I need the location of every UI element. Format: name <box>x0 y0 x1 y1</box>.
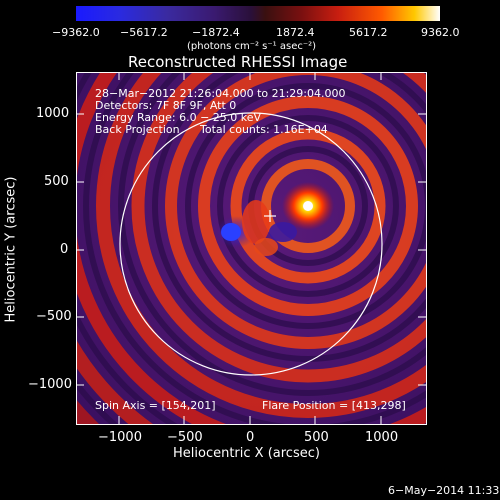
colorbar-tick: 9362.0 <box>421 26 460 39</box>
y-axis-label: Heliocentric Y (arcsec) <box>3 176 19 323</box>
x-tick-label: 1000 <box>365 430 399 445</box>
x-tick-label: 500 <box>304 430 329 445</box>
rhessi-image <box>76 72 426 424</box>
x-tick-label: −500 <box>167 430 203 445</box>
info-method: Back Projection <box>95 123 180 136</box>
colorbar-tick: −1872.4 <box>192 26 240 39</box>
y-tick-label: −500 <box>36 309 72 324</box>
y-tick-label: 0 <box>60 242 69 257</box>
x-axis-label: Heliocentric X (arcsec) <box>173 446 320 461</box>
info-energy: Energy Range: 6.0 − 25.0 keV <box>95 111 262 124</box>
info-time: 28−Mar−2012 21:26:04.000 to 21:29:04.000 <box>95 87 346 100</box>
colorbar <box>76 6 440 21</box>
x-tick-label: −1000 <box>98 430 142 445</box>
colorbar-tick: −5617.2 <box>120 26 168 39</box>
info-counts: Total counts: 1.16E+04 <box>200 123 328 136</box>
colorbar-tick: −9362.0 <box>52 26 100 39</box>
y-tick-label: 500 <box>44 174 69 189</box>
colorbar-tick: 1872.4 <box>276 26 315 39</box>
spin-axis-label: Spin Axis = [154,201] <box>95 399 216 412</box>
colorbar-units: (photons cm⁻² s⁻¹ asec⁻²) <box>187 41 317 52</box>
flare-position-label: Flare Position = [413,298] <box>262 399 406 412</box>
info-detectors: Detectors: 7F 8F 9F, Att 0 <box>95 99 237 112</box>
plot-title: Reconstructed RHESSI Image <box>128 53 348 71</box>
x-tick-label: 0 <box>246 430 255 445</box>
y-tick-label: −1000 <box>28 377 72 392</box>
footer-date: 6−May−2014 11:33 <box>388 484 500 497</box>
y-tick-label: 1000 <box>36 106 70 121</box>
colorbar-tick: 5617.2 <box>349 26 388 39</box>
